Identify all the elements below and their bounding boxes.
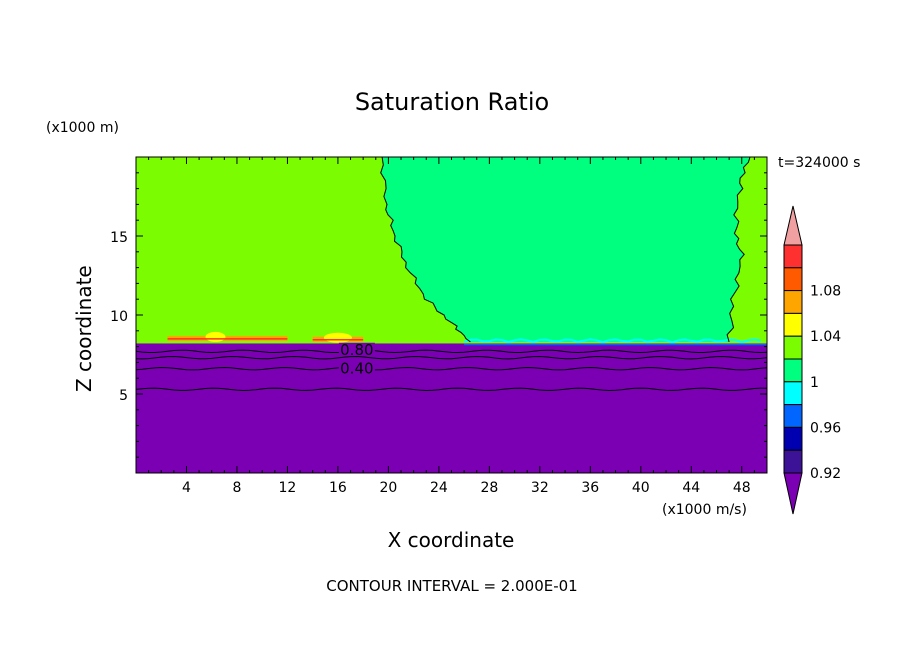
colorbar: 1.08 1.04 1 0.96 0.92 [783, 205, 841, 515]
x-ticks: 4 8 12 16 20 24 28 32 36 40 44 48 [148, 157, 755, 496]
chart-title: Saturation Ratio [354, 88, 550, 116]
colorbar-bottom-arrow [783, 472, 803, 515]
timestamp-label: t=324000 s [778, 155, 861, 171]
colorbar-box-9 [783, 426, 803, 451]
colorbar-box-1 [783, 244, 803, 269]
colorbar-box-3 [783, 290, 803, 314]
region-dry-lower-layer [136, 343, 767, 473]
colorbar-box-5 [783, 335, 803, 360]
contour-label-0: 0.80 [340, 341, 373, 359]
y-tick-label-10: 10 [110, 309, 128, 325]
x-tick-label-12: 12 [279, 480, 297, 496]
x-tick-label-36: 36 [581, 480, 599, 496]
contour-lines: 0.800.40 [135, 156, 768, 392]
colorbar-label-6: 1 [810, 375, 819, 391]
contour-line-3 [135, 387, 768, 392]
colorbar-box-7 [783, 381, 803, 406]
x-tick-label-24: 24 [430, 480, 448, 496]
boundary-left-contour [380, 156, 471, 343]
x-axis-title-wrap: X coordinate [0, 528, 904, 552]
contour-label-bg-1 [338, 361, 375, 375]
colorbar-box-10 [783, 449, 803, 474]
x-tick-label-20: 20 [379, 480, 397, 496]
y-unit-label: (x1000 m) [46, 120, 119, 136]
x-tick-label-28: 28 [480, 480, 498, 496]
y-tick-label-5: 5 [119, 388, 128, 404]
colorbar-label-4: 1.04 [810, 329, 841, 345]
boundary-right-contour [726, 156, 751, 343]
x-tick-label-40: 40 [632, 480, 650, 496]
x-tick-label-8: 8 [232, 480, 241, 496]
colorbar-top-arrow [783, 205, 803, 246]
y-axis-title: Z coordinate [72, 265, 96, 392]
contour-line-1 [135, 355, 768, 360]
x-unit-label: (x1000 m/s) [662, 502, 747, 518]
x-tick-label-32: 32 [531, 480, 549, 496]
x-tick-label-4: 4 [182, 480, 191, 496]
patch-yellow-0 [205, 331, 226, 342]
y-tick-label-15: 15 [110, 230, 128, 246]
contour-label-bg-0 [338, 342, 375, 356]
contour-line-0 [135, 349, 768, 354]
x-tick-label-48: 48 [733, 480, 751, 496]
colorbar-box-8 [783, 404, 803, 428]
colorbar-box-4 [783, 312, 803, 337]
contour-interval-footer: CONTOUR INTERVAL = 2.000E-01 [326, 577, 578, 595]
filled-contours [136, 157, 767, 473]
contour-label-1: 0.40 [340, 360, 373, 378]
colorbar-label-2: 1.08 [810, 284, 841, 300]
colorbar-label-8: 0.96 [810, 420, 841, 436]
x-axis-title: X coordinate [387, 528, 515, 552]
contour-line-2 [135, 366, 768, 371]
colorbar-box-2 [783, 267, 803, 292]
y-ticks: 5 10 15 [110, 172, 767, 458]
x-tick-label-44: 44 [682, 480, 700, 496]
region-near-saturated-upper-right [380, 157, 750, 342]
colorbar-label-10: 0.92 [810, 466, 841, 482]
colorbar-box-6 [783, 358, 803, 383]
x-tick-label-16: 16 [329, 480, 347, 496]
saturation-ripple-band [463, 338, 761, 344]
